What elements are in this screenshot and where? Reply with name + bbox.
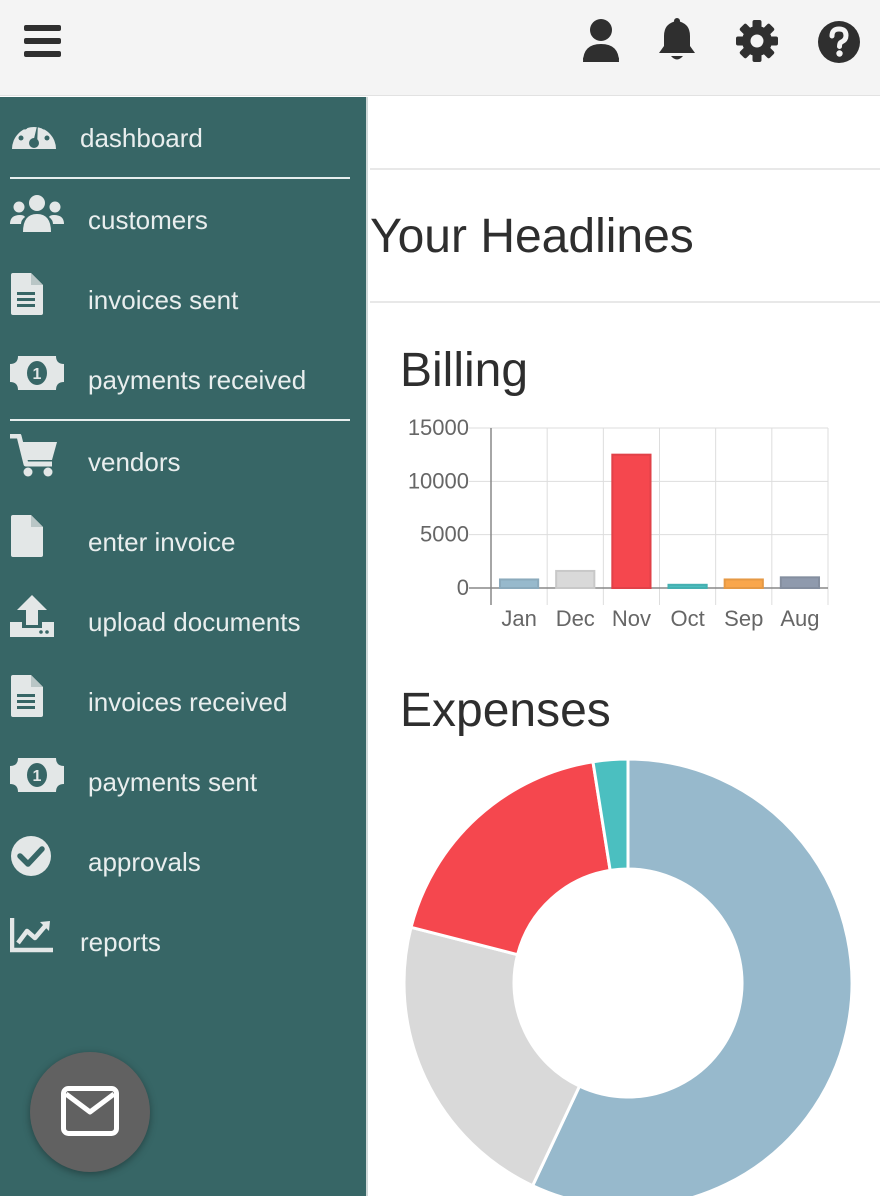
bell-icon[interactable] <box>656 18 698 69</box>
sidebar-item-label: payments sent <box>88 767 258 797</box>
divider <box>370 301 880 303</box>
expenses-title: Expenses <box>400 684 611 737</box>
top-bar <box>0 0 880 96</box>
sidebar-item-label: upload documents <box>88 607 301 637</box>
y-tick-label: 5000 <box>420 522 469 547</box>
sidebar-item-dashboard[interactable]: dashboard <box>0 97 366 177</box>
sidebar-item-invoices-received[interactable]: invoices received <box>0 662 366 742</box>
svg-text:1: 1 <box>33 768 42 785</box>
mail-icon <box>61 1086 119 1141</box>
sidebar-item-invoices-sent[interactable]: invoices sent <box>0 260 366 340</box>
sidebar-item-customers[interactable]: customers <box>0 180 366 260</box>
main-content: Your Headlines Billing 0 5000 10000 15000 Ja… <box>370 97 880 1196</box>
doughnut-slice[interactable] <box>591 757 630 873</box>
money-icon: 1 <box>10 356 64 397</box>
x-tick-label: Jan <box>501 606 536 631</box>
page-title: Your Headlines <box>370 210 694 263</box>
sidebar-item-label: approvals <box>88 847 201 877</box>
document-icon <box>10 674 44 725</box>
user-icon[interactable] <box>580 18 622 69</box>
mail-button[interactable] <box>30 1052 150 1172</box>
bar-aug[interactable] <box>779 576 821 589</box>
sidebar-item-reports[interactable]: reports <box>0 902 366 982</box>
bar-oct[interactable] <box>667 583 708 590</box>
divider <box>370 168 880 170</box>
speedometer-icon <box>10 113 58 158</box>
sidebar-item-label: invoices sent <box>88 285 239 315</box>
bar-jan[interactable] <box>498 578 540 589</box>
file-icon <box>10 514 44 565</box>
x-tick-label: Dec <box>556 606 595 631</box>
svg-text:1: 1 <box>33 366 42 383</box>
bar-dec[interactable] <box>555 569 596 589</box>
x-tick-label: Aug <box>780 606 819 631</box>
y-tick-label: 0 <box>457 575 469 600</box>
sidebar-item-vendors[interactable]: vendors <box>0 422 366 502</box>
bar-sep[interactable] <box>723 578 764 589</box>
sidebar-item-label: payments received <box>88 365 307 395</box>
x-tick-label: Oct <box>670 606 704 631</box>
document-icon <box>10 272 44 323</box>
upload-icon <box>10 594 54 645</box>
hamburger-menu-icon[interactable] <box>22 24 62 63</box>
sidebar-item-label: dashboard <box>80 123 203 153</box>
bar-nov[interactable] <box>611 453 652 589</box>
doughnut-slice[interactable] <box>530 757 854 1196</box>
cart-icon <box>10 433 58 485</box>
gear-icon[interactable] <box>735 19 779 68</box>
sidebar-item-payments-sent[interactable]: 1 payments sent <box>0 742 366 822</box>
sidebar-item-label: invoices received <box>88 687 288 717</box>
sidebar-item-label: enter invoice <box>88 527 236 557</box>
billing-bar-chart: 0 5000 10000 15000 Jan Dec Nov Oct Sep Aug <box>408 415 829 631</box>
sidebar-item-enter-invoice[interactable]: enter invoice <box>0 502 366 582</box>
sidebar-item-label: vendors <box>88 447 181 477</box>
doughnut-slice[interactable] <box>409 760 612 957</box>
billing-title: Billing <box>400 344 529 397</box>
y-tick-label: 10000 <box>408 468 469 493</box>
expenses-doughnut-chart <box>402 757 854 1196</box>
x-tick-label: Nov <box>612 606 651 631</box>
chart-icon <box>9 916 54 961</box>
sidebar-divider <box>10 177 350 179</box>
sidebar-item-approvals[interactable]: approvals <box>0 822 366 902</box>
sidebar-item-payments-received[interactable]: 1 payments received <box>0 340 366 420</box>
sidebar-item-label: reports <box>80 927 161 957</box>
sidebar-divider <box>10 419 350 421</box>
check-circle-icon <box>10 835 52 884</box>
sidebar-item-label: customers <box>88 205 208 235</box>
money-icon: 1 <box>10 758 64 799</box>
doughnut-slice[interactable] <box>402 925 582 1188</box>
x-tick-label: Sep <box>724 606 763 631</box>
sidebar-item-upload-documents[interactable]: upload documents <box>0 582 366 662</box>
sidebar: dashboard customers invoice <box>0 97 368 1196</box>
y-tick-label: 15000 <box>408 415 469 440</box>
users-icon <box>10 194 64 241</box>
help-icon[interactable] <box>816 19 862 70</box>
